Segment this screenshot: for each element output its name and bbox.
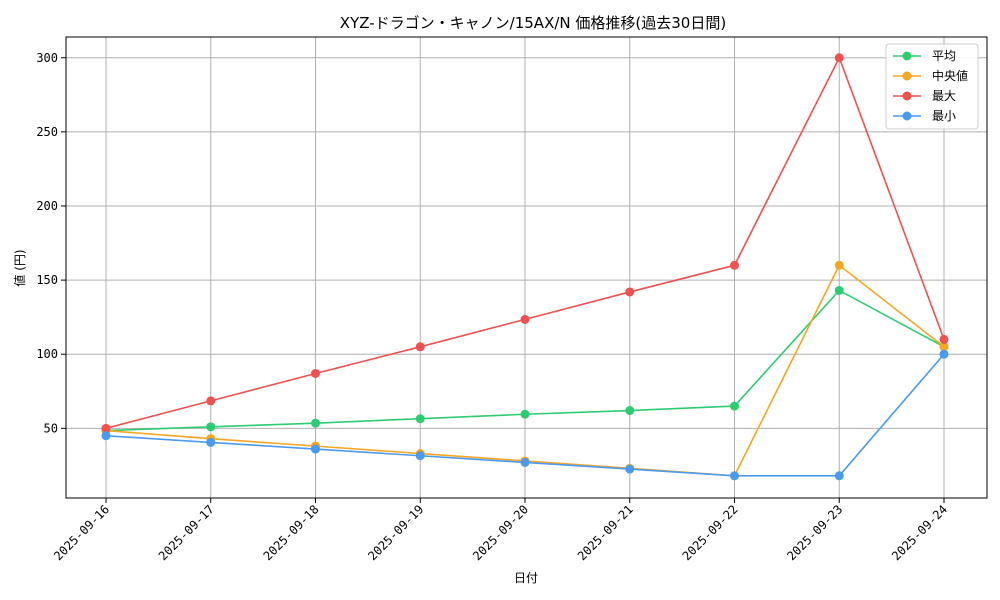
x-tick-label: 2025-09-16 — [51, 502, 112, 563]
data-point — [520, 409, 530, 419]
data-point — [311, 368, 320, 378]
legend-label: 平均 — [932, 49, 956, 63]
series-layer — [101, 53, 949, 481]
x-tick-label: 2025-09-18 — [261, 502, 322, 563]
legend-label: 中央値 — [932, 68, 968, 83]
legend-box — [885, 43, 979, 130]
data-point — [520, 314, 530, 324]
data-point — [939, 334, 949, 344]
x-tick-label: 2025-09-21 — [575, 502, 636, 563]
data-point — [939, 342, 949, 352]
data-point — [625, 287, 635, 297]
series-最大 — [101, 53, 949, 433]
data-point — [206, 422, 216, 432]
plot-frame — [65, 36, 988, 499]
series-最小 — [101, 349, 949, 481]
data-point — [101, 431, 111, 441]
y-tick-label: 200 — [36, 199, 58, 213]
x-tick-label: 2025-09-23 — [784, 502, 845, 563]
data-point — [311, 444, 320, 454]
data-point — [415, 342, 425, 352]
x-tick-label: 2025-09-19 — [365, 502, 426, 563]
data-point — [834, 471, 844, 481]
grid-lines — [66, 37, 987, 498]
y-tick-label: 100 — [36, 347, 58, 361]
y-tick-label: 250 — [36, 125, 58, 139]
legend-label: 最小 — [932, 109, 956, 123]
legend-marker — [902, 111, 912, 121]
x-tick-label: 2025-09-22 — [680, 502, 741, 563]
data-point — [625, 464, 635, 474]
data-point — [520, 457, 530, 467]
data-point — [625, 406, 635, 416]
data-point — [415, 451, 425, 461]
data-point — [730, 471, 739, 481]
data-point — [834, 53, 844, 63]
y-tick-label: 150 — [36, 273, 58, 287]
legend-marker — [902, 71, 912, 81]
data-point — [311, 418, 320, 428]
legend-marker — [902, 51, 912, 61]
data-point — [939, 349, 949, 359]
data-point — [206, 437, 216, 447]
y-tick-label: 50 — [44, 421, 58, 435]
axis-layer: 2025-09-16 2025-09-17 2025-09-18 2025-09-19… — [36, 51, 950, 563]
x-axis-label: 日付 — [514, 571, 538, 585]
data-point — [101, 423, 111, 433]
y-tick-label: 300 — [36, 51, 58, 65]
chart-title: XYZ-ドラゴン・キャノン/15AX/N 価格推移(過去30日間) — [340, 14, 726, 32]
legend-marker — [902, 91, 912, 101]
data-point — [730, 401, 739, 411]
x-tick-label: 2025-09-20 — [470, 502, 531, 563]
data-point — [415, 414, 425, 424]
data-point — [834, 285, 844, 295]
x-tick-label: 2025-09-24 — [889, 502, 950, 563]
legend-label: 最大 — [932, 89, 956, 103]
data-point — [834, 260, 844, 270]
x-tick-label: 2025-09-17 — [156, 502, 217, 563]
y-axis-label: 値 (円) — [12, 249, 27, 286]
data-point — [730, 260, 739, 270]
data-point — [206, 396, 216, 406]
